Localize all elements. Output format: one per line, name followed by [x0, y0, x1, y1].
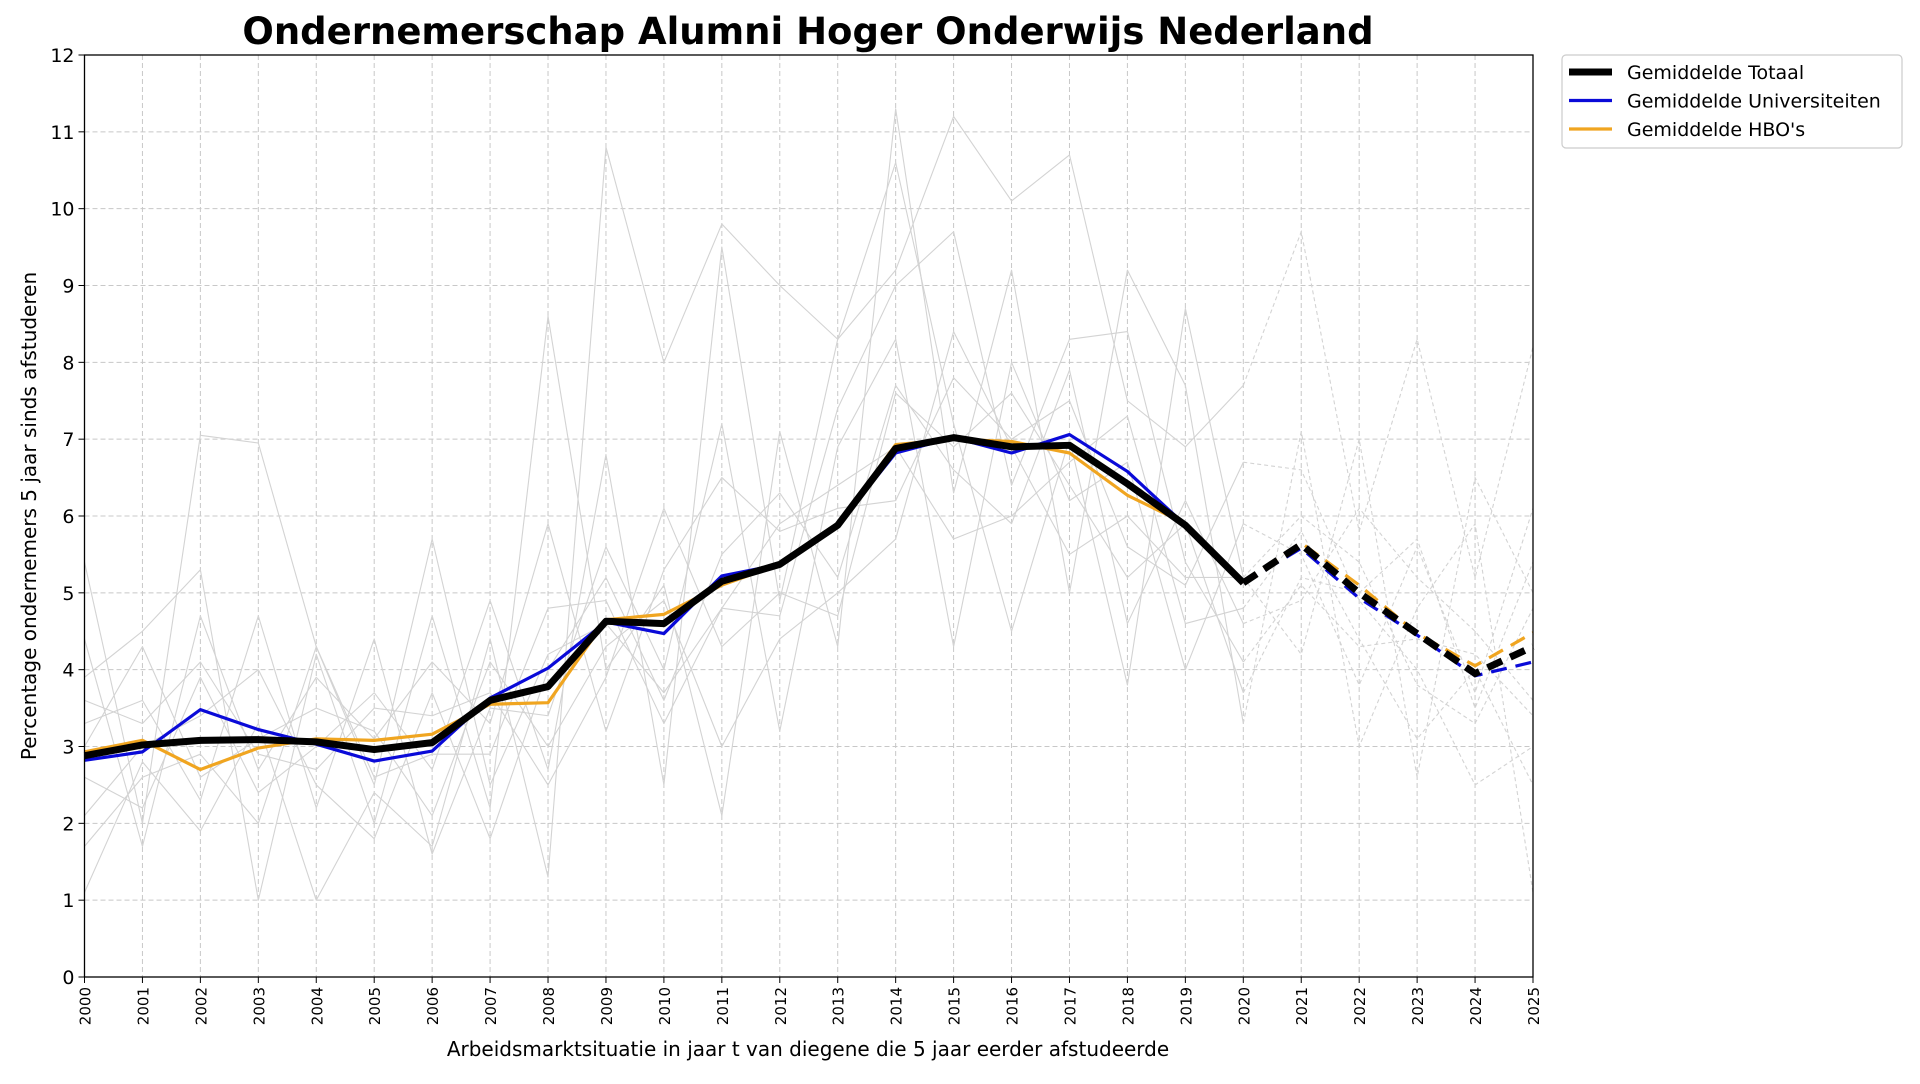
- institution-line-dashed: [1242, 584, 1534, 717]
- x-axis: 2000 2001 2002 2003 2004 2005 2006 2007 2008 2009…: [77, 977, 1543, 1025]
- institution-line-dashed: [1242, 431, 1534, 893]
- x-tick-label: 2021: [1293, 987, 1311, 1025]
- y-tick-label: 1: [62, 890, 74, 912]
- x-tick-label: 2011: [714, 987, 732, 1025]
- y-tick-label: 2: [62, 813, 74, 835]
- x-tick-label: 2018: [1119, 987, 1137, 1025]
- x-axis-label: Arbeidsmarktsituatie in jaar t van diege…: [447, 1037, 1169, 1061]
- legend-label: Gemiddelde Totaal: [1627, 62, 1804, 84]
- institution-line-solid: [84, 392, 1244, 786]
- institution-line-solid: [84, 415, 1244, 847]
- x-tick-label: 2013: [830, 987, 848, 1025]
- institution-line-dashed: [1242, 538, 1534, 710]
- y-tick-label: 0: [62, 967, 74, 989]
- legend-label: Gemiddelde HBO's: [1627, 119, 1805, 141]
- y-tick-label: 6: [62, 506, 74, 528]
- y-tick-label: 9: [62, 276, 74, 298]
- x-tick-label: 2010: [656, 987, 674, 1025]
- x-tick-label: 2012: [772, 987, 790, 1025]
- institution-line-solid: [83, 231, 1244, 824]
- x-tick-label: 2008: [540, 987, 558, 1025]
- x-tick-label: 2016: [1004, 987, 1022, 1025]
- y-tick-label: 12: [50, 45, 74, 67]
- background-series: [83, 108, 1534, 901]
- x-tick-label: 2017: [1061, 987, 1079, 1025]
- y-tick-label: 10: [50, 199, 74, 221]
- x-tick-label: 2005: [366, 987, 384, 1025]
- series-line-0-solid: [83, 434, 1246, 760]
- institution-line-solid: [84, 162, 1244, 809]
- x-tick-label: 2003: [250, 987, 268, 1025]
- x-tick-label: 2020: [1235, 987, 1253, 1025]
- y-tick-label: 5: [62, 583, 74, 605]
- x-tick-label: 2009: [598, 987, 616, 1025]
- series-line-0-dashed: [1241, 540, 1535, 678]
- y-axis-label: Percentage ondernemers 5 jaar sinds afst…: [17, 272, 41, 760]
- x-tick-label: 2019: [1177, 987, 1195, 1025]
- institution-line-solid: [84, 108, 1244, 901]
- chart-title: Ondernemerschap Alumni Hoger Onderwijs N…: [242, 10, 1373, 53]
- y-tick-label: 4: [62, 660, 74, 682]
- institution-line-dashed: [1243, 461, 1534, 786]
- x-tick-label: 2006: [424, 987, 442, 1025]
- x-tick-label: 2004: [308, 987, 326, 1025]
- x-tick-label: 2007: [482, 987, 500, 1025]
- x-tick-label: 2024: [1467, 987, 1485, 1025]
- institution-line-solid: [83, 115, 1244, 901]
- institution-line-solid: [84, 369, 1244, 840]
- institution-line-dashed: [1242, 229, 1534, 578]
- legend-label: Gemiddelde Universiteiten: [1627, 91, 1881, 113]
- x-tick-label: 2002: [192, 987, 210, 1025]
- average-series: [83, 432, 1535, 772]
- x-tick-label: 2023: [1409, 987, 1427, 1025]
- x-tick-label: 2015: [946, 987, 964, 1025]
- y-tick-label: 3: [62, 737, 74, 759]
- y-tick-label: 11: [50, 122, 74, 144]
- institution-line-dashed: [1242, 530, 1534, 786]
- x-tick-label: 2022: [1351, 987, 1369, 1025]
- y-tick-label: 8: [62, 352, 74, 374]
- x-tick-label: 2014: [888, 987, 906, 1025]
- x-tick-label: 2000: [77, 987, 95, 1025]
- legend: Gemiddelde Totaal Gemiddelde Universiteit…: [1561, 54, 1903, 149]
- y-tick-label: 7: [62, 429, 74, 451]
- institution-line-solid: [84, 331, 1244, 817]
- x-tick-label: 2001: [134, 987, 152, 1025]
- legend-box: [1561, 54, 1903, 149]
- institution-line-dashed: [1243, 507, 1534, 701]
- grid: [84, 54, 1534, 978]
- institution-line-dashed: [1242, 515, 1534, 725]
- x-tick-label: 2025: [1525, 987, 1543, 1025]
- series-line-1-solid: [84, 432, 1245, 763]
